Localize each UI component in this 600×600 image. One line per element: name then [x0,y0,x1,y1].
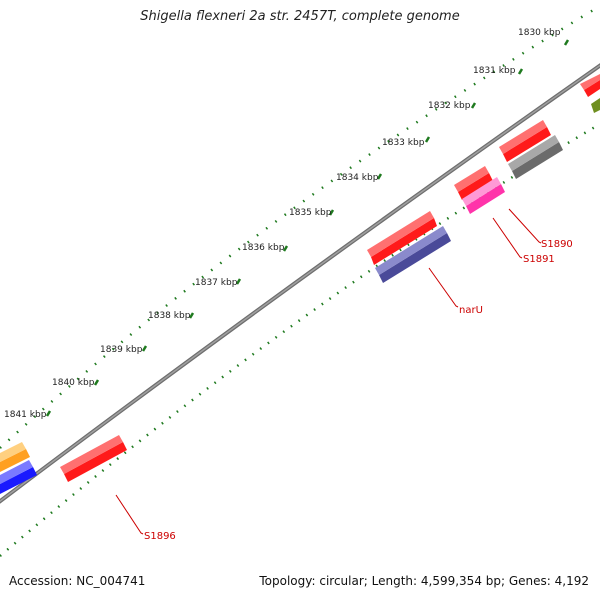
gene-label-s1896[interactable]: S1896 [144,531,176,542]
gene-bar-s1896[interactable] [60,435,127,482]
gene-label-narU[interactable]: narU [459,305,483,316]
gene-bar-red[interactable] [367,211,437,265]
accession-label: Accession: NC_004741 [9,574,146,588]
gene-bar-narU[interactable] [375,226,451,283]
gene-bar-pink[interactable] [462,177,505,214]
kbp-label: 1837 kbp [195,278,238,288]
kbp-label: 1832 kbp [428,101,471,111]
gene-bar-red-upper[interactable] [499,120,551,162]
genome-backbone-highlight [0,64,600,503]
gene-bar-orange-edge[interactable] [0,442,30,472]
kbp-label: 1840 kbp [52,378,95,388]
kbp-label: 1830 kbp [518,28,561,38]
gene-bar-red-small[interactable] [454,166,493,200]
kbp-label: 1835 kbp [289,208,332,218]
gene-label-s1891[interactable]: S1891 [523,254,555,265]
kbp-label: 1836 kbp [242,243,285,253]
gene-label-s1890[interactable]: S1890 [541,239,573,250]
map-title: Shigella flexneri 2a str. 2457T, complet… [140,9,460,24]
kbp-label: 1841 kbp [4,410,47,420]
inner-scale-track [0,122,600,557]
gene-bar-red-edge[interactable] [580,74,600,97]
gene-features [0,74,600,494]
genome-summary-label: Topology: circular; Length: 4,599,354 bp… [259,574,589,588]
kbp-labels: 1830 kbp 1831 kbp 1832 kbp 1833 kbp 1834… [4,28,561,420]
kbp-label: 1839 kbp [100,345,143,355]
gene-bar-blue-edge[interactable] [0,460,37,494]
kbp-label: 1831 kbp [473,66,516,76]
label-leaders [115,208,542,535]
kbp-label: 1834 kbp [336,173,379,183]
kbp-label: 1838 kbp [148,311,191,321]
kbp-label: 1833 kbp [382,138,425,148]
outer-major-ticks [45,39,570,417]
gene-bar-olive-edge[interactable] [591,98,600,113]
gene-bar-gray[interactable] [508,135,563,179]
